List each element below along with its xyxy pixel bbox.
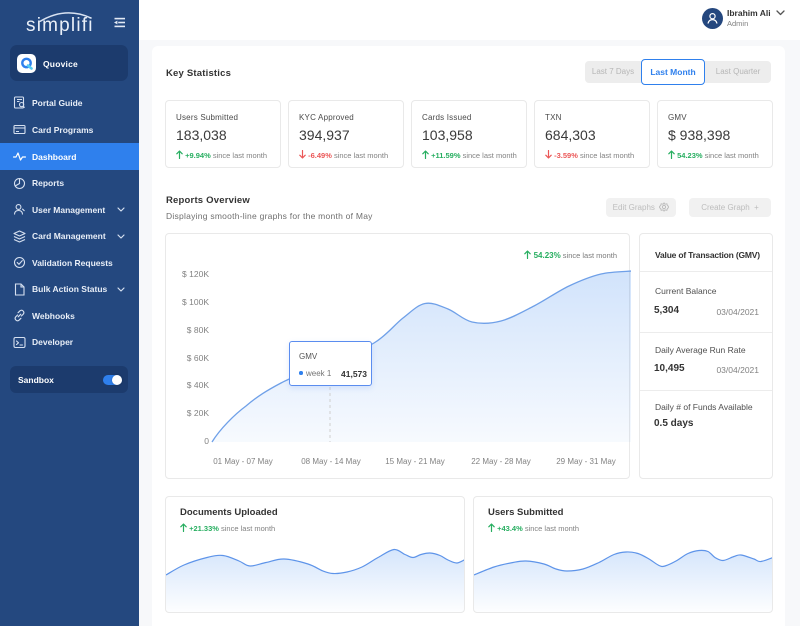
svg-text:01 May - 07 May: 01 May - 07 May: [213, 457, 273, 466]
svg-text:0: 0: [204, 436, 209, 446]
svg-text:$ 40K: $ 40K: [187, 380, 210, 390]
svg-text:15 May - 21 May: 15 May - 21 May: [385, 457, 445, 466]
svg-text:29 May - 31 May: 29 May - 31 May: [556, 457, 616, 466]
svg-text:$ 100K: $ 100K: [182, 297, 209, 307]
svg-text:22 May - 28 May: 22 May - 28 May: [471, 457, 531, 466]
svg-text:08 May - 14 May: 08 May - 14 May: [301, 457, 361, 466]
svg-text:$ 60K: $ 60K: [187, 353, 210, 363]
svg-text:$ 80K: $ 80K: [187, 325, 210, 335]
svg-text:$ 120K: $ 120K: [182, 269, 209, 279]
svg-text:$ 20K: $ 20K: [187, 408, 210, 418]
